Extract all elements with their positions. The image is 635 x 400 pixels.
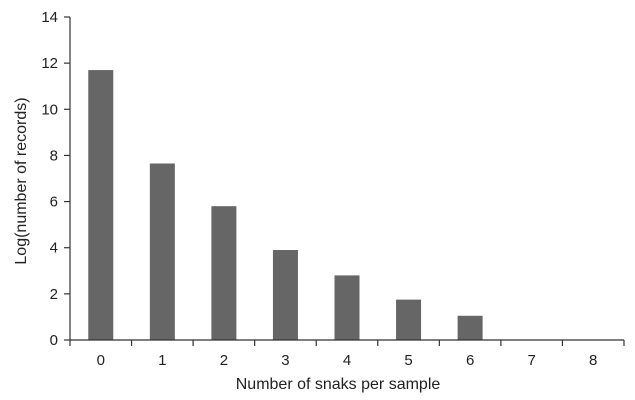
- x-tick-label: 8: [589, 352, 597, 369]
- y-ticks-group: 0 2 4 6 8 10 12 14: [41, 9, 70, 349]
- x-tick-label: 4: [343, 352, 351, 369]
- x-axis-title: Number of snaks per sample: [236, 376, 441, 393]
- bar-4: [334, 275, 360, 340]
- y-tick-label: 8: [50, 147, 58, 164]
- y-tick-label: 12: [41, 55, 58, 72]
- bars-group: [88, 70, 483, 341]
- x-tick-label: 3: [281, 352, 289, 369]
- y-tick-label: 2: [50, 286, 58, 303]
- bar-1: [149, 163, 175, 340]
- y-axis-title: Log(number of records): [13, 97, 30, 264]
- y-tick-label: 14: [41, 9, 58, 26]
- x-tick-label: 5: [404, 352, 412, 369]
- bar-5: [396, 299, 422, 340]
- x-tick-label: 7: [527, 352, 535, 369]
- bar-2: [211, 206, 237, 340]
- y-tick-label: 6: [50, 194, 58, 211]
- x-ticks-group: 0 1 2 3 4 5 6 7 8: [69, 340, 625, 369]
- bar-3: [272, 250, 298, 340]
- bar-6: [457, 315, 483, 340]
- x-tick-label: 1: [158, 352, 166, 369]
- y-tick-label: 4: [50, 240, 58, 257]
- y-tick-label: 0: [50, 332, 58, 349]
- x-tick-label: 0: [97, 352, 105, 369]
- y-tick-label: 10: [41, 101, 58, 118]
- axes-group: [69, 17, 624, 341]
- bar-0: [88, 70, 114, 341]
- x-tick-label: 2: [220, 352, 228, 369]
- x-tick-label: 6: [466, 352, 474, 369]
